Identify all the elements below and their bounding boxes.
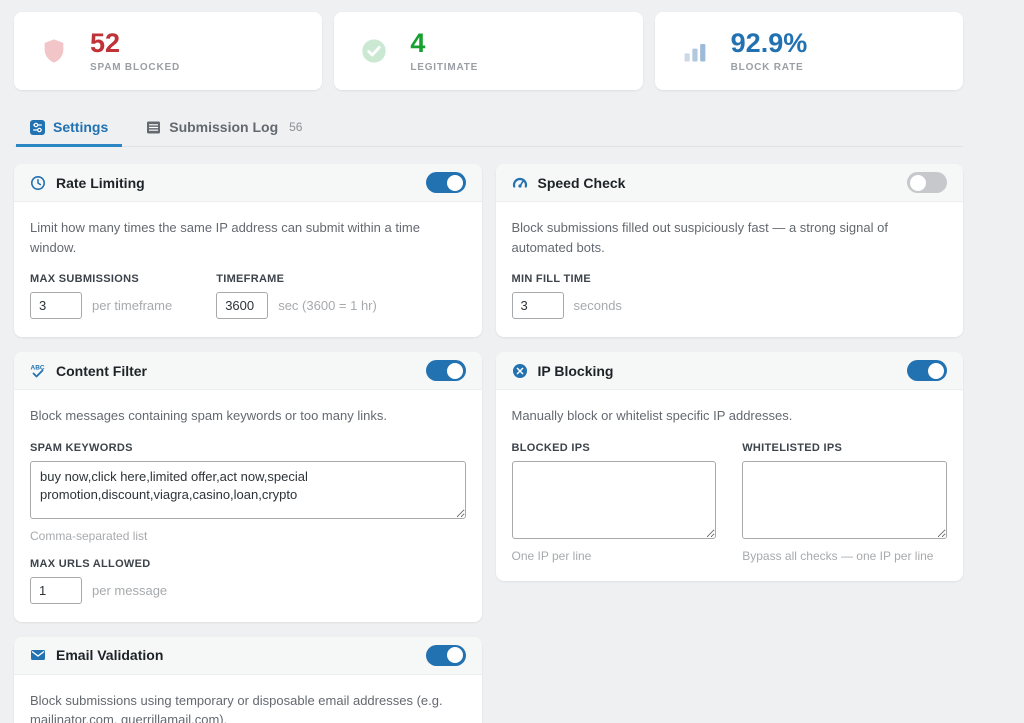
field-label: TIMEFRAME bbox=[216, 273, 285, 285]
card-description: Manually block or whitelist specific IP … bbox=[511, 408, 793, 423]
min-fill-time-input[interactable] bbox=[511, 292, 564, 319]
stat-label: BLOCK RATE bbox=[730, 62, 804, 74]
card-title: Rate Limiting bbox=[56, 174, 145, 191]
bar-chart-icon bbox=[681, 37, 709, 65]
email-validation-toggle[interactable] bbox=[425, 644, 466, 666]
tab-settings[interactable]: Settings bbox=[16, 111, 123, 147]
max-urls-input[interactable] bbox=[30, 576, 82, 604]
field-label: MAX URLS ALLOWED bbox=[30, 557, 151, 570]
field-label: MAX SUBMISSIONS bbox=[30, 273, 140, 285]
card-description: Block submissions using temporary or dis… bbox=[30, 692, 443, 723]
card-title: Speed Check bbox=[537, 174, 626, 191]
field-suffix: per message bbox=[92, 582, 168, 598]
card-title: IP Blocking bbox=[537, 362, 614, 379]
rate-limiting-toggle[interactable] bbox=[425, 172, 466, 193]
stat-card-spam-blocked: 52 SPAM BLOCKED bbox=[14, 12, 323, 90]
ip-blocking-card: IP Blocking Manually block or whitelist … bbox=[495, 352, 963, 581]
field-label: MIN FILL TIME bbox=[511, 273, 591, 285]
card-title: Email Validation bbox=[56, 647, 164, 663]
list-icon bbox=[146, 120, 161, 135]
stat-card-block-rate: 92.9% BLOCK RATE bbox=[654, 12, 963, 90]
email-validation-card: Email Validation Block submissions using… bbox=[14, 636, 482, 723]
submission-log-count: 56 bbox=[289, 120, 303, 134]
rate-limiting-card: Rate Limiting Limit how many times the s… bbox=[14, 164, 482, 337]
stat-value: 92.9% bbox=[730, 27, 808, 58]
tab-label: Settings bbox=[53, 119, 109, 135]
stats-row: 52 SPAM BLOCKED 4 LEGITIMATE 92.9% BLOCK… bbox=[14, 12, 963, 90]
mail-icon bbox=[30, 647, 46, 663]
stat-card-legitimate: 4 LEGITIMATE bbox=[334, 12, 643, 90]
right-column: Speed Check Block submissions filled out… bbox=[495, 164, 963, 723]
block-icon bbox=[512, 363, 528, 379]
field-suffix: sec (3600 = 1 hr) bbox=[278, 298, 377, 313]
tab-bar: Settings Submission Log 56 bbox=[14, 111, 963, 147]
svg-text:ABC: ABC bbox=[31, 364, 45, 371]
ip-blocking-toggle[interactable] bbox=[907, 360, 947, 381]
speed-check-card: Speed Check Block submissions filled out… bbox=[495, 164, 963, 337]
check-circle-icon bbox=[360, 37, 388, 65]
stat-label: LEGITIMATE bbox=[410, 62, 479, 74]
stat-value: 52 bbox=[90, 27, 121, 58]
field-label: SPAM KEYWORDS bbox=[30, 441, 133, 454]
gauge-icon bbox=[512, 175, 528, 191]
stat-label: SPAM BLOCKED bbox=[90, 62, 180, 74]
tab-submission-log[interactable]: Submission Log 56 bbox=[132, 111, 316, 147]
timeframe-input[interactable] bbox=[216, 292, 269, 319]
left-column: Rate Limiting Limit how many times the s… bbox=[14, 164, 482, 723]
shield-icon bbox=[40, 37, 68, 65]
settings-icon bbox=[30, 119, 45, 135]
field-label: WHITELISTED IPS bbox=[742, 441, 843, 454]
card-title: Content Filter bbox=[56, 362, 147, 379]
spam-keywords-textarea[interactable]: buy now,click here,limited offer,act now… bbox=[30, 460, 466, 519]
spellcheck-icon: ABC bbox=[30, 363, 46, 379]
clock-icon bbox=[30, 175, 46, 191]
settings-grid: Rate Limiting Limit how many times the s… bbox=[14, 164, 963, 723]
max-submissions-input[interactable] bbox=[30, 292, 82, 319]
card-description: Limit how many times the same IP address… bbox=[30, 220, 420, 255]
whitelisted-ips-textarea[interactable] bbox=[742, 460, 947, 539]
tab-label: Submission Log bbox=[169, 119, 279, 135]
card-description: Block submissions filled out suspiciousl… bbox=[511, 220, 888, 255]
field-suffix: per timeframe bbox=[92, 298, 173, 313]
blocked-ips-textarea[interactable] bbox=[511, 460, 717, 539]
field-label: BLOCKED IPS bbox=[511, 441, 590, 454]
field-suffix: seconds bbox=[573, 298, 622, 313]
field-helper: One IP per line bbox=[511, 548, 592, 563]
page-container: 52 SPAM BLOCKED 4 LEGITIMATE 92.9% BLOCK… bbox=[14, 12, 963, 723]
content-filter-card: ABC Content Filter Block messages contai… bbox=[14, 352, 482, 622]
stat-value: 4 bbox=[410, 27, 426, 58]
field-helper: Bypass all checks — one IP per line bbox=[742, 548, 934, 563]
speed-check-toggle[interactable] bbox=[907, 172, 947, 193]
content-filter-toggle[interactable] bbox=[425, 360, 466, 381]
card-description: Block messages containing spam keywords … bbox=[30, 408, 387, 423]
field-helper: Comma-separated list bbox=[30, 528, 148, 543]
